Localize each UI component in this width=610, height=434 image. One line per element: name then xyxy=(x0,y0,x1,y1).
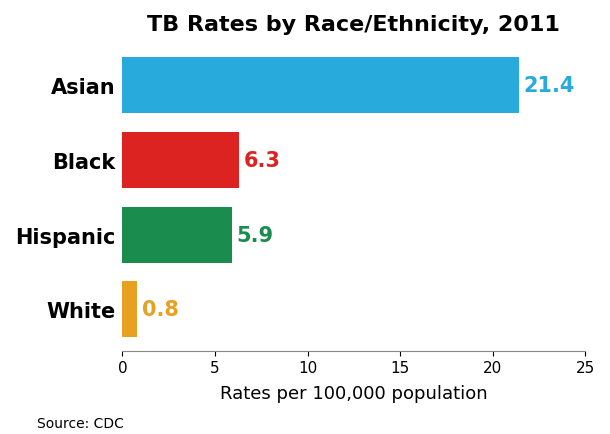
Bar xyxy=(123,58,518,114)
Text: Source: CDC: Source: CDC xyxy=(37,416,123,430)
Text: 6.3: 6.3 xyxy=(243,151,281,171)
Text: 5.9: 5.9 xyxy=(236,225,273,245)
Bar xyxy=(123,207,232,263)
Text: 21.4: 21.4 xyxy=(523,76,575,96)
Bar xyxy=(123,282,137,338)
Text: 0.8: 0.8 xyxy=(142,300,179,320)
Title: TB Rates by Race/Ethnicity, 2011: TB Rates by Race/Ethnicity, 2011 xyxy=(148,15,560,35)
Bar xyxy=(123,132,239,188)
X-axis label: Rates per 100,000 population: Rates per 100,000 population xyxy=(220,384,487,402)
